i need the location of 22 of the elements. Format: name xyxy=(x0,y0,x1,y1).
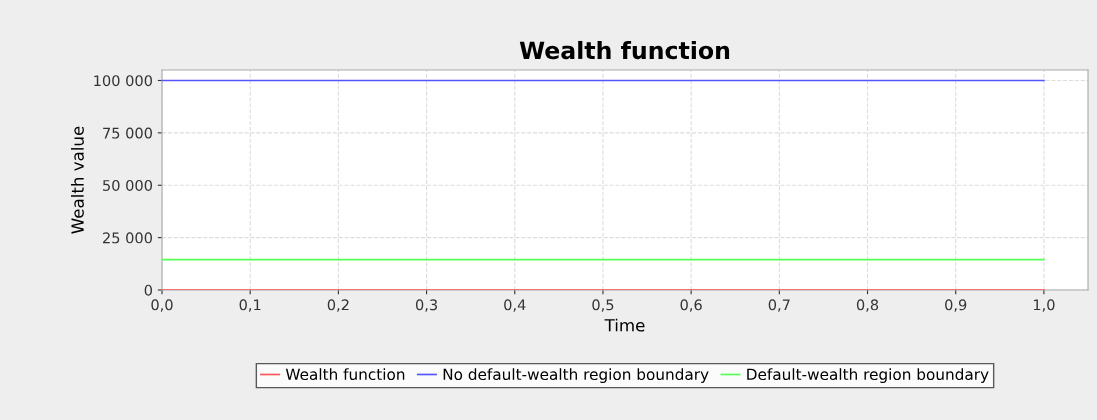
x-tick-label: 0,7 xyxy=(768,299,790,312)
x-tick-label: 0,3 xyxy=(415,299,437,312)
x-tick-label: 0,1 xyxy=(239,299,261,312)
y-tick-label: 100 000 xyxy=(94,75,152,87)
x-tick-label: 1,0 xyxy=(1033,299,1055,312)
x-tick-label: 0,5 xyxy=(592,299,614,312)
chart-title: Wealth function xyxy=(519,40,730,60)
legend-label: Default-wealth region boundary xyxy=(747,368,989,384)
legend-label: Wealth function xyxy=(285,368,405,381)
x-tick-label: 0,9 xyxy=(945,299,967,312)
x-tick-label: 0,4 xyxy=(504,299,526,312)
y-tick-label: 50 000 xyxy=(103,179,152,191)
y-tick-label: 75 000 xyxy=(103,127,152,139)
legend-label: No default-wealth region boundary xyxy=(443,368,709,384)
y-tick-label: 25 000 xyxy=(103,232,152,244)
x-tick-label: 0,6 xyxy=(680,299,702,312)
y-axis-title: Wealth value xyxy=(70,126,84,234)
x-tick-label: 0,0 xyxy=(151,299,173,312)
x-tick-label: 0,8 xyxy=(856,299,879,312)
y-tick-label: 0 xyxy=(144,284,152,296)
x-axis-title: Time xyxy=(604,318,645,332)
x-tick-label: 0,2 xyxy=(327,299,349,312)
